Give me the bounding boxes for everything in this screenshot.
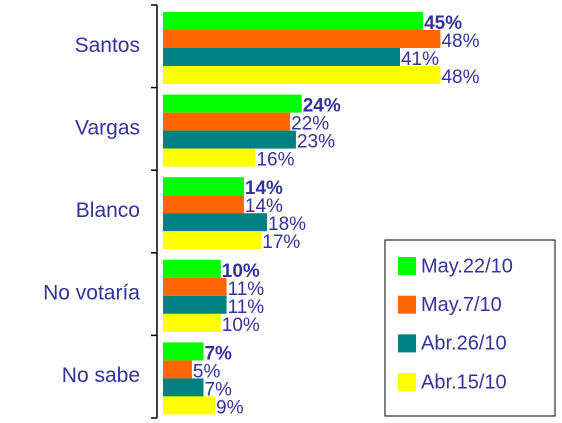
category-label: Vargas	[75, 116, 140, 139]
bar	[163, 277, 227, 296]
bar	[163, 360, 192, 379]
value-label: 9%	[216, 397, 244, 418]
bar	[163, 12, 424, 30]
value-label: 7%	[204, 379, 232, 400]
value-label: 22%	[291, 114, 329, 135]
value-label: 48%	[441, 31, 479, 52]
legend-swatch	[398, 373, 416, 392]
bar	[163, 195, 244, 214]
value-label: 48%	[441, 67, 479, 88]
category-label: Santos	[75, 34, 140, 57]
bar	[163, 130, 296, 149]
value-label: 17%	[262, 232, 300, 253]
value-label: 18%	[268, 214, 306, 235]
bar	[163, 342, 204, 361]
value-label: 16%	[256, 150, 294, 171]
value-label: 24%	[303, 96, 341, 117]
bar	[163, 48, 400, 66]
legend-label: May.7/10	[421, 294, 502, 316]
bar	[163, 213, 268, 232]
value-label: 11%	[228, 297, 265, 318]
value-label: 11%	[228, 279, 265, 300]
bar	[163, 396, 216, 415]
legend-label: May.22/10	[421, 255, 513, 277]
bar	[163, 295, 227, 314]
legend-swatch	[398, 257, 416, 275]
value-label: 14%	[245, 196, 283, 217]
legend-label: Abr.26/10	[421, 333, 507, 355]
bar	[163, 378, 204, 397]
bar	[163, 30, 441, 48]
value-label: 14%	[245, 178, 283, 199]
value-label: 10%	[222, 315, 260, 336]
value-label: 10%	[222, 261, 260, 282]
bar	[163, 94, 302, 113]
legend-swatch	[398, 295, 416, 314]
category-label: No votaría	[43, 282, 140, 305]
bar	[163, 177, 244, 196]
legend-swatch	[398, 334, 416, 353]
value-label: 23%	[297, 132, 335, 153]
bar	[163, 66, 441, 84]
value-label: 45%	[424, 13, 462, 34]
category-label: Blanco	[76, 199, 140, 222]
value-label: 5%	[193, 361, 221, 382]
category-label: No sabe	[62, 364, 140, 387]
bar	[163, 259, 221, 278]
value-label: 41%	[401, 49, 439, 70]
bar	[163, 148, 256, 167]
bar	[163, 112, 291, 131]
legend-label: Abr.15/10	[421, 371, 507, 393]
value-label: 7%	[204, 343, 232, 364]
bar	[163, 231, 262, 250]
bar	[163, 313, 221, 332]
